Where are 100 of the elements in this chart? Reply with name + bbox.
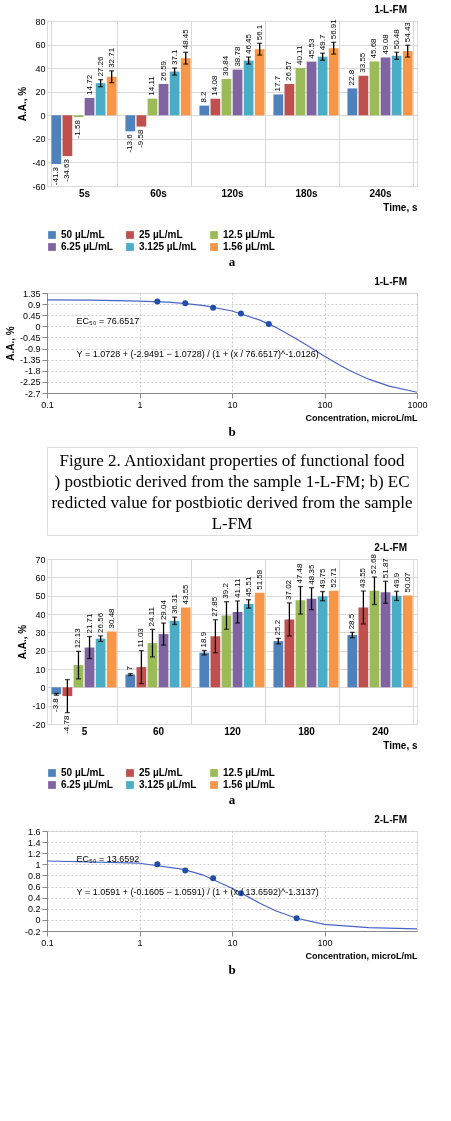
data-label: 8.2 <box>199 90 209 103</box>
bar <box>347 88 358 116</box>
y-tick-label: 40 <box>35 609 46 620</box>
x-tick-label: 180 <box>298 725 316 737</box>
bar <box>232 69 243 116</box>
y-axis-title: A.A., % <box>4 326 16 361</box>
data-label: 32.71 <box>106 47 116 68</box>
y-tick-label: 60 <box>35 572 46 583</box>
data-label: 45.51 <box>243 576 253 597</box>
bar <box>51 687 62 695</box>
data-label: 22.8 <box>347 69 357 86</box>
bar <box>180 58 191 116</box>
y-tick-label: 40 <box>35 63 46 74</box>
data-label: -13.6 <box>125 133 135 153</box>
x-axis-title: Time, s <box>383 739 418 751</box>
legend-label: 3.125 µL/mL <box>139 779 197 790</box>
y-tick-label: 50 <box>35 591 46 602</box>
chart-title: 2-L-FM <box>374 542 407 553</box>
data-label: 26.57 <box>284 60 294 81</box>
bar <box>221 615 232 688</box>
y-tick-label: 0.4 <box>27 893 41 904</box>
data-label: 29.04 <box>158 599 168 621</box>
text: b <box>228 962 236 977</box>
text: L-FM <box>211 514 253 533</box>
data-label: 48.45 <box>180 28 190 50</box>
bar <box>158 83 169 116</box>
y-tick-label: 0.45 <box>22 310 41 321</box>
bar <box>380 592 391 688</box>
data-label: 47.48 <box>295 562 305 584</box>
data-label: 52.68 <box>369 553 379 574</box>
x-tick-label: 120 <box>224 725 242 737</box>
x-tick-label: 1 <box>137 937 143 948</box>
legend-label: 25 µL/mL <box>139 229 183 240</box>
x-tick-label: 240 <box>372 725 390 737</box>
x-tick-label: 0.1 <box>41 399 54 410</box>
y-tick-label: -20 <box>32 134 46 145</box>
y-tick-label: 20 <box>35 87 46 98</box>
text: a <box>228 792 236 807</box>
y-tick-label: -0.2 <box>24 926 41 937</box>
bar <box>380 57 391 116</box>
x-axis-title: Concentration, microL/mL <box>305 412 418 423</box>
y-tick-label: 1.4 <box>27 837 41 848</box>
data-label: 25.2 <box>273 619 283 636</box>
y-tick-label: -2.25 <box>19 377 41 388</box>
bar <box>306 598 317 688</box>
x-tick-label: 10 <box>227 937 238 948</box>
bar <box>125 115 136 132</box>
y-tick-label: -40 <box>32 157 46 168</box>
data-label: 52.71 <box>328 567 338 588</box>
bar <box>284 619 295 688</box>
bar <box>254 49 265 116</box>
bar <box>328 590 339 688</box>
y-tick-label: 0.2 <box>27 904 41 915</box>
annotation: EC₅₀ = 76.6517 <box>76 316 140 326</box>
y-tick-label: 1.35 <box>22 288 41 299</box>
data-label: 36.31 <box>169 593 179 615</box>
data-label: 18.9 <box>199 631 209 648</box>
data-label: 56.1 <box>254 24 264 41</box>
bar <box>62 115 73 157</box>
y-tick-label: 0 <box>35 915 41 926</box>
data-label: 43.55 <box>358 567 368 588</box>
y-tick-label: 20 <box>35 646 46 657</box>
data-label: 30.48 <box>106 607 116 629</box>
data-label: 27.85 <box>210 596 220 617</box>
x-tick-label: 180s <box>295 187 319 199</box>
x-tick-label: 240s <box>369 187 393 199</box>
y-tick-label: 0.9 <box>27 299 41 310</box>
point <box>265 321 272 328</box>
x-axis-title: Time, s <box>383 201 418 213</box>
bar <box>317 596 328 688</box>
bar <box>210 636 221 688</box>
bar <box>51 115 62 164</box>
chart-title: 2-L-FM <box>374 814 407 825</box>
data-label: 49.7 <box>317 34 327 51</box>
y-tick-label: 1.6 <box>27 826 41 837</box>
data-label: -9.58 <box>136 129 146 148</box>
text: b <box>228 424 236 439</box>
y-axis-title: A.A., % <box>17 86 29 122</box>
legend-label: 6.25 µL/mL <box>61 241 113 252</box>
caption: Figure 2. Antioxidant properties of functional food <box>59 451 406 470</box>
y-tick-label: 1 <box>35 859 41 870</box>
y-tick-label: -60 <box>32 181 46 192</box>
bar <box>84 647 95 688</box>
data-label: 45.53 <box>306 38 316 59</box>
bar <box>180 607 191 688</box>
y-tick-label: 30 <box>35 627 46 638</box>
point <box>210 875 217 882</box>
data-label: 30.84 <box>221 55 231 76</box>
legend-label: 50 µL/mL <box>61 229 105 240</box>
legend-label: 1.56 µL/mL <box>223 241 275 252</box>
data-label: 28.5 <box>347 613 357 630</box>
legend-label: 50 µL/mL <box>61 767 105 778</box>
text: ) postbiotic derived from the sample 1-L-FM; b) EC <box>54 472 410 491</box>
data-label: 54.43 <box>402 21 412 43</box>
data-label: 24.11 <box>147 606 157 627</box>
data-label: -41.3 <box>51 166 61 186</box>
bar <box>273 94 284 116</box>
y-tick-label: -10 <box>32 701 46 712</box>
y-tick-label: -0.45 <box>19 332 41 343</box>
data-label: 14.72 <box>84 74 94 95</box>
